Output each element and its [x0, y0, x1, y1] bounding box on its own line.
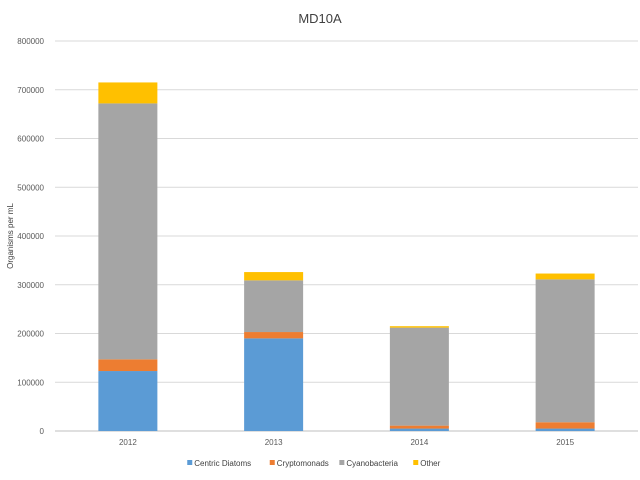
y-tick-label: 600000 [17, 135, 44, 144]
bar-centric-diatoms-2013 [244, 338, 304, 431]
legend-swatch-cryptomonads [269, 460, 275, 465]
legend-label-cyanobacteria: Cyanobacteria [346, 459, 398, 468]
legend-swatch-cyanobacteria [339, 460, 345, 465]
bar-cryptomonads-2015 [535, 422, 595, 429]
bar-cryptomonads-2012 [98, 359, 158, 372]
legend-label-cryptomonads: Cryptomonads [277, 459, 329, 468]
legend-swatch-other [413, 460, 419, 465]
bar-cyanobacteria-2015 [535, 279, 595, 423]
x-tick-label: 2012 [119, 438, 137, 447]
bar-other-2012 [98, 82, 158, 104]
x-tick-label: 2013 [265, 438, 283, 447]
bar-other-2013 [244, 272, 304, 281]
chart-title: MD10A [298, 11, 342, 26]
x-axis-ticks: 2012 2013 2014 2015 [119, 438, 575, 447]
bar-other-2015 [535, 273, 595, 280]
legend-label-centric-diatoms: Centric Diatoms [194, 459, 251, 468]
bar-cryptomonads-2013 [244, 332, 304, 339]
y-axis-label: Organisms per mL [6, 203, 15, 269]
bar-centric-diatoms-2012 [98, 371, 158, 431]
x-tick-label: 2015 [556, 438, 574, 447]
bars [98, 82, 595, 431]
y-tick-label: 500000 [17, 183, 44, 192]
y-tick-label: 400000 [17, 232, 44, 241]
bar-cyanobacteria-2014 [389, 327, 449, 426]
y-tick-label: 700000 [17, 86, 44, 95]
legend: Centric Diatoms Cryptomonads Cyanobacteria… [187, 459, 441, 468]
legend-swatch-centric-diatoms [187, 460, 193, 465]
bar-centric-diatoms-2014 [389, 428, 449, 431]
x-tick-label: 2014 [410, 438, 428, 447]
legend-label-other: Other [420, 459, 440, 468]
y-tick-label: 800000 [17, 37, 44, 46]
bar-cyanobacteria-2012 [98, 103, 158, 360]
y-tick-label: 0 [40, 427, 45, 436]
y-tick-label: 300000 [17, 281, 44, 290]
bar-centric-diatoms-2015 [535, 428, 595, 431]
y-axis-ticks: 0 100000 200000 300000 400000 500000 600000 700… [17, 37, 44, 436]
bar-other-2014 [389, 326, 449, 328]
bar-cyanobacteria-2013 [244, 280, 304, 333]
y-tick-label: 100000 [17, 378, 44, 387]
bar-cryptomonads-2014 [389, 425, 449, 429]
y-tick-label: 200000 [17, 330, 44, 339]
